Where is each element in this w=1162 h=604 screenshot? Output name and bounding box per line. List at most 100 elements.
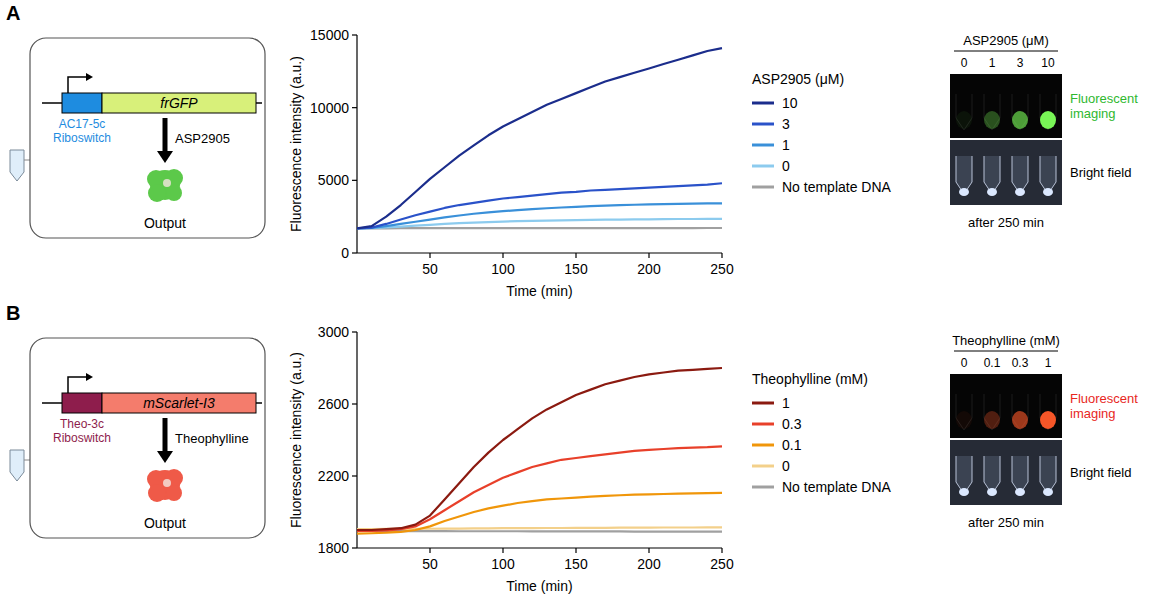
- x-tick-label: 150: [564, 556, 588, 572]
- x-tick: [429, 548, 430, 553]
- tube-highlight: [959, 488, 969, 496]
- promoter-arrow: [68, 77, 86, 93]
- y-tick: [352, 475, 357, 476]
- lane-label: 1: [1045, 356, 1052, 370]
- tube-highlight: [1015, 188, 1025, 196]
- tube-outline: [1012, 94, 1028, 130]
- series-line: [357, 219, 722, 228]
- x-tick-label: 50: [422, 556, 438, 572]
- tube-highlight: [1043, 488, 1053, 496]
- tube-highlight: [987, 188, 997, 196]
- legend-label: No template DNA: [782, 479, 892, 495]
- promoter-arrowhead: [86, 373, 93, 381]
- tube-outline: [984, 94, 1000, 130]
- x-tick: [648, 253, 649, 258]
- tube-highlight: [959, 188, 969, 196]
- legend-swatch: [752, 423, 774, 426]
- ligand-label: ASP2905: [175, 131, 230, 146]
- protein-chromophore: [163, 179, 171, 187]
- legend: ASP2905 (μM)10310No template DNA: [752, 71, 892, 195]
- tube-outline: [956, 94, 972, 130]
- lane-label: 3: [1017, 56, 1024, 70]
- row-label: Fluorescentimaging: [1070, 91, 1138, 121]
- protein-blob: [166, 185, 182, 201]
- lines: [357, 368, 722, 534]
- lane-label: 0: [961, 356, 968, 370]
- tube-connector: [24, 160, 30, 161]
- riboswitch-label: Theo-3cRiboswitch: [53, 417, 111, 445]
- y-tick: [352, 34, 357, 35]
- row-label: Fluorescentimaging: [1070, 391, 1138, 421]
- y-axis: [356, 35, 357, 253]
- legend-swatch: [752, 486, 774, 489]
- brightfield-image: [950, 440, 1062, 505]
- y-axis: [356, 332, 357, 548]
- x-tick: [502, 253, 503, 258]
- y-axis-title: Fluorescence intensity (a.u.): [288, 352, 304, 528]
- panel-letter: A: [6, 2, 20, 24]
- y-tick-label: 15000: [310, 27, 349, 43]
- x-axis-title: Time (min): [506, 283, 572, 299]
- x-tick: [575, 253, 576, 258]
- legend-label: 0.3: [782, 416, 802, 432]
- x-tick: [721, 548, 722, 553]
- schematic-box: [30, 338, 265, 538]
- fluorescent-image: [950, 374, 1062, 438]
- lane-label: 10: [1041, 56, 1055, 70]
- induction-arrow: [163, 118, 168, 153]
- text-line: Riboswitch: [53, 431, 111, 445]
- x-tick-label: 250: [710, 556, 734, 572]
- tube-icon: [10, 150, 24, 181]
- legend-label: 1: [782, 137, 790, 153]
- brightfield-image: [950, 140, 1062, 205]
- riboswitch-label: AC17-5cRiboswitch: [53, 117, 111, 145]
- induction-arrowhead: [157, 151, 173, 163]
- chart-0: 05000100001500050100150200250Time (min)F…: [288, 27, 892, 299]
- y-tick-label: 1800: [318, 540, 349, 556]
- tube-icon: [10, 450, 24, 481]
- y-tick: [352, 107, 357, 108]
- legend-swatch: [752, 123, 774, 126]
- x-tick-label: 100: [491, 261, 515, 277]
- series-line: [357, 368, 722, 530]
- x-tick: [502, 548, 503, 553]
- imaging-caption: after 250 min: [968, 215, 1044, 230]
- text-line: Fluorescent: [1070, 91, 1138, 106]
- legend-label: 0.1: [782, 437, 802, 453]
- row-label: Bright field: [1070, 165, 1131, 180]
- legend-label: 0: [782, 458, 790, 474]
- tube-highlight: [1015, 488, 1025, 496]
- y-tick-label: 10000: [310, 100, 349, 116]
- protein-chromophore: [163, 479, 171, 487]
- output-label: Output: [144, 515, 186, 531]
- legend-title: Theophylline (mM): [752, 371, 868, 387]
- text-line: Theo-3c: [60, 417, 104, 431]
- imaging-title-rule: [954, 351, 1058, 352]
- legend-swatch: [752, 102, 774, 105]
- x-tick: [648, 548, 649, 553]
- x-tick-label: 50: [422, 261, 438, 277]
- y-tick: [352, 331, 357, 332]
- text-line: Riboswitch: [53, 131, 111, 145]
- series-line: [357, 446, 722, 531]
- x-tick: [429, 253, 430, 258]
- tube-glow: [984, 111, 1000, 129]
- fluorescent-image: [950, 74, 1062, 138]
- protein-blob: [148, 184, 166, 202]
- ligand-label: Theophylline: [175, 431, 249, 446]
- panel-0: AfrGFPAC17-5cRiboswitchASP2905OutputASP2…: [6, 2, 1138, 238]
- protein-blob: [148, 484, 166, 502]
- lane-label: 0: [961, 56, 968, 70]
- tube-glow: [984, 411, 1000, 429]
- imaging-title-rule: [954, 51, 1058, 52]
- x-tick-label: 150: [564, 261, 588, 277]
- tube-highlight: [1043, 188, 1053, 196]
- tube-connector: [24, 460, 30, 461]
- tube-glow: [1040, 411, 1056, 429]
- legend-label: 10: [782, 95, 798, 111]
- y-tick: [352, 252, 357, 253]
- panel-letter: B: [6, 302, 20, 324]
- series-line: [357, 48, 722, 228]
- legend-swatch: [752, 144, 774, 147]
- x-tick-label: 200: [637, 261, 661, 277]
